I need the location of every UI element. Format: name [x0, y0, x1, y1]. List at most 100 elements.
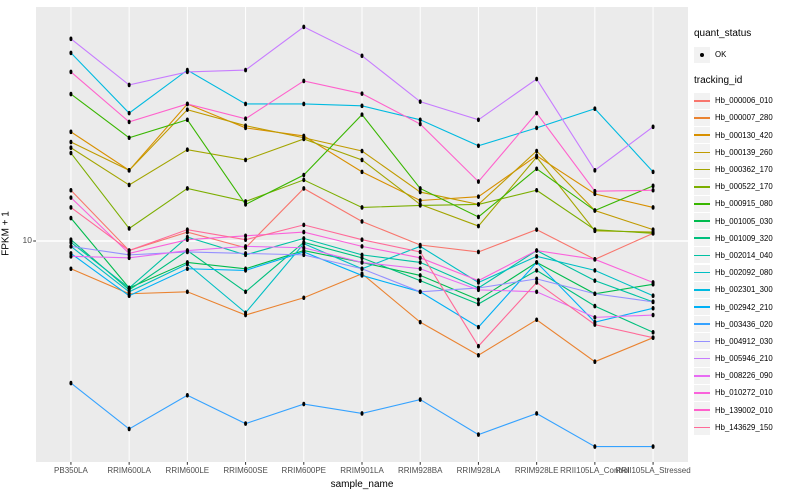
line-swatch-icon — [694, 178, 710, 195]
data-point — [69, 266, 73, 272]
line-swatch-icon — [694, 230, 710, 247]
data-point — [244, 310, 248, 316]
data-point — [476, 249, 480, 255]
data-point — [535, 76, 539, 82]
line-swatch-icon — [694, 299, 710, 316]
data-point — [535, 248, 539, 253]
data-point — [651, 187, 655, 193]
data-point — [651, 444, 655, 449]
data-point — [244, 421, 248, 426]
data-point — [418, 203, 422, 208]
data-point — [185, 227, 189, 232]
legend-entry-label: Hb_000007_280 — [715, 113, 773, 123]
data-point — [185, 107, 189, 112]
line-swatch-icon — [694, 109, 710, 126]
legend-entry-Hb_143629_150: Hb_143629_150 — [694, 419, 800, 436]
legend-entry-label: Hb_002942_210 — [715, 302, 773, 312]
x-tick-label: RRIM600PE — [281, 466, 327, 475]
line-swatch-icon — [694, 213, 710, 230]
data-point — [302, 401, 306, 407]
data-point — [418, 244, 422, 249]
data-point — [651, 330, 655, 335]
line-chart-canvas — [33, 7, 688, 465]
line-swatch-icon — [694, 316, 710, 333]
data-point — [651, 280, 655, 285]
data-point — [651, 293, 655, 299]
data-point — [360, 219, 364, 224]
data-point — [302, 186, 306, 191]
legend-entry-label: Hb_143629_150 — [715, 422, 773, 432]
data-point — [360, 112, 364, 117]
data-point — [360, 148, 364, 154]
data-point — [185, 266, 189, 272]
data-point — [127, 426, 131, 432]
data-point — [476, 324, 480, 330]
data-point — [302, 236, 306, 241]
data-point — [127, 182, 131, 188]
data-point — [651, 205, 655, 210]
data-point — [302, 177, 306, 183]
data-point — [418, 319, 422, 325]
data-point — [535, 148, 539, 154]
line-swatch-icon — [694, 144, 710, 161]
legend-entry-Hb_000362_170: Hb_000362_170 — [694, 161, 800, 178]
legend-entry-label: Hb_003436_020 — [715, 319, 773, 329]
data-point — [418, 273, 422, 278]
x-tick-label: RRIM600LE — [165, 466, 210, 475]
y-tick-label: 10 — [22, 235, 32, 245]
data-point — [244, 237, 248, 242]
y-axis-title: FPKM + 1 — [0, 211, 12, 256]
line-swatch-icon — [694, 281, 710, 298]
data-point — [476, 117, 480, 123]
data-point — [360, 237, 364, 242]
data-point — [127, 293, 131, 299]
data-point — [127, 289, 131, 295]
point-symbol-icon — [694, 46, 710, 63]
data-point — [535, 227, 539, 232]
data-point — [593, 444, 597, 449]
data-point — [185, 237, 189, 242]
data-point — [69, 69, 73, 75]
data-point — [651, 305, 655, 311]
data-point — [535, 125, 539, 131]
data-point — [593, 188, 597, 194]
data-point — [535, 268, 539, 273]
data-point — [360, 53, 364, 59]
legend-entry-Hb_002301_300: Hb_002301_300 — [694, 281, 800, 298]
data-point — [476, 143, 480, 149]
legend-entry-Hb_010272_010: Hb_010272_010 — [694, 384, 800, 401]
legend-entry-Hb_004912_030: Hb_004912_030 — [694, 333, 800, 350]
line-swatch-icon — [694, 419, 710, 436]
data-point — [593, 208, 597, 213]
data-point — [302, 252, 306, 258]
data-point — [476, 194, 480, 199]
line-swatch-icon — [694, 402, 710, 419]
data-point — [302, 101, 306, 107]
line-swatch-icon — [694, 333, 710, 350]
data-point — [535, 166, 539, 172]
data-point — [476, 223, 480, 229]
x-tick-label: RRIM600LA — [107, 466, 151, 475]
data-point — [69, 150, 73, 156]
legend-entry-Hb_139002_010: Hb_139002_010 — [694, 402, 800, 419]
x-tick-label: RRIM928LA — [456, 466, 501, 475]
data-point — [593, 278, 597, 283]
data-point — [69, 129, 73, 135]
data-point — [244, 202, 248, 207]
legend-entry-label: Hb_000362_170 — [715, 165, 773, 175]
data-point — [302, 78, 306, 84]
data-point — [593, 322, 597, 327]
data-point — [418, 117, 422, 123]
data-point — [476, 287, 480, 293]
data-point — [535, 260, 539, 265]
legend-entry-Hb_000522_170: Hb_000522_170 — [694, 178, 800, 195]
line-swatch-icon — [694, 247, 710, 264]
x-tick-label: RRII105LA_Stressed — [615, 466, 691, 475]
data-point — [476, 343, 480, 349]
data-point — [127, 110, 131, 116]
line-swatch-icon — [694, 367, 710, 384]
data-point — [302, 241, 306, 246]
data-point — [593, 359, 597, 364]
legend-entry-Hb_002942_210: Hb_002942_210 — [694, 298, 800, 316]
data-point — [360, 169, 364, 175]
